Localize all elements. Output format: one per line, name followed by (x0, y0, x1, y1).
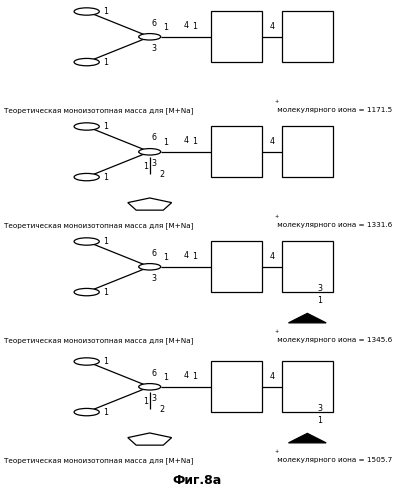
Text: 4: 4 (270, 252, 275, 261)
Text: 1: 1 (103, 58, 108, 66)
Text: 6: 6 (152, 18, 157, 28)
Text: 2: 2 (160, 170, 165, 179)
Text: молекулярного иона = 1331.6: молекулярного иона = 1331.6 (275, 222, 392, 228)
Text: 6: 6 (152, 368, 157, 378)
Text: 1: 1 (143, 162, 148, 171)
Text: 1: 1 (163, 138, 168, 147)
Ellipse shape (139, 384, 161, 390)
Text: 4: 4 (183, 136, 188, 145)
Text: 6: 6 (152, 134, 157, 142)
Text: 2: 2 (160, 406, 165, 414)
Text: молекулярного иона = 1171.5: молекулярного иона = 1171.5 (275, 108, 392, 114)
Polygon shape (128, 433, 172, 445)
Text: +: + (275, 448, 279, 454)
Bar (282, 241, 333, 292)
Text: 4: 4 (183, 371, 188, 380)
Bar (282, 361, 333, 412)
Text: 1: 1 (143, 397, 148, 406)
Text: 6: 6 (152, 248, 157, 258)
Text: 1: 1 (163, 23, 168, 32)
Ellipse shape (74, 174, 99, 181)
Ellipse shape (74, 123, 99, 130)
Text: Теоретическая моноизотопная масса для [M+Na]: Теоретическая моноизотопная масса для [M… (4, 337, 193, 344)
Text: +: + (275, 98, 279, 103)
Text: 3: 3 (317, 284, 322, 293)
Bar (211, 361, 262, 412)
Text: 1: 1 (193, 137, 197, 146)
Polygon shape (128, 198, 172, 210)
Ellipse shape (74, 8, 99, 15)
Text: +: + (275, 328, 279, 334)
Text: 1: 1 (103, 172, 108, 182)
Text: 1: 1 (103, 357, 108, 366)
Polygon shape (288, 314, 326, 323)
Bar (282, 126, 333, 178)
Text: 1: 1 (163, 373, 168, 382)
Bar (282, 11, 333, 63)
Bar (211, 11, 262, 63)
Ellipse shape (74, 408, 99, 416)
Text: +: + (275, 214, 279, 218)
Text: 4: 4 (270, 137, 275, 146)
Text: 4: 4 (270, 22, 275, 31)
Ellipse shape (139, 34, 161, 40)
Text: молекулярного иона = 1505.7: молекулярного иона = 1505.7 (275, 458, 392, 464)
Text: Фиг.8а: Фиг.8а (172, 474, 221, 486)
Text: 1: 1 (103, 7, 108, 16)
Text: 1: 1 (103, 237, 108, 246)
Text: 4: 4 (270, 372, 275, 381)
Text: 3: 3 (152, 394, 157, 403)
Ellipse shape (74, 238, 99, 245)
Text: 3: 3 (152, 44, 157, 53)
Bar (211, 241, 262, 292)
Text: 1: 1 (193, 252, 197, 261)
Text: 1: 1 (103, 122, 108, 131)
Text: 1: 1 (103, 288, 108, 296)
Text: 1: 1 (317, 416, 322, 424)
Text: 1: 1 (193, 22, 197, 31)
Text: 1: 1 (163, 253, 168, 262)
Ellipse shape (74, 58, 99, 66)
Text: 4: 4 (183, 21, 188, 30)
Polygon shape (288, 434, 326, 443)
Text: 3: 3 (152, 274, 157, 283)
Text: Теоретическая моноизотопная масса для [M+Na]: Теоретическая моноизотопная масса для [M… (4, 222, 193, 229)
Text: 1: 1 (103, 408, 108, 416)
Text: 1: 1 (193, 372, 197, 381)
Ellipse shape (139, 264, 161, 270)
Text: Теоретическая моноизотопная масса для [M+Na]: Теоретическая моноизотопная масса для [M… (4, 107, 193, 114)
Text: 1: 1 (317, 296, 322, 304)
Bar (211, 126, 262, 178)
Text: молекулярного иона = 1345.6: молекулярного иона = 1345.6 (275, 338, 392, 344)
Text: 3: 3 (317, 404, 322, 413)
Ellipse shape (74, 358, 99, 365)
Ellipse shape (74, 288, 99, 296)
Ellipse shape (139, 148, 161, 155)
Text: 3: 3 (152, 159, 157, 168)
Text: Теоретическая моноизотопная масса для [M+Na]: Теоретическая моноизотопная масса для [M… (4, 457, 193, 464)
Text: 4: 4 (183, 251, 188, 260)
